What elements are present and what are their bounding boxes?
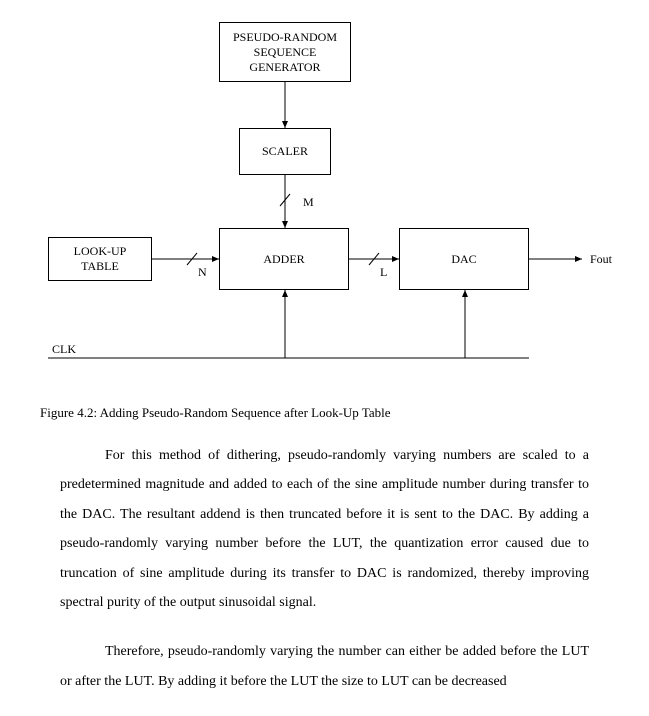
body-paragraph-1: For this method of dithering, pseudo-ran…	[60, 441, 589, 617]
body-paragraph-2: Therefore, pseudo-randomly varying the n…	[60, 637, 589, 696]
figure-caption: Figure 4.2: Adding Pseudo-Random Sequenc…	[40, 405, 609, 421]
block-diagram: PSEUDO-RANDOMSEQUENCEGENERATOR SCALER LO…	[0, 0, 649, 395]
diagram-connectors	[0, 0, 649, 395]
